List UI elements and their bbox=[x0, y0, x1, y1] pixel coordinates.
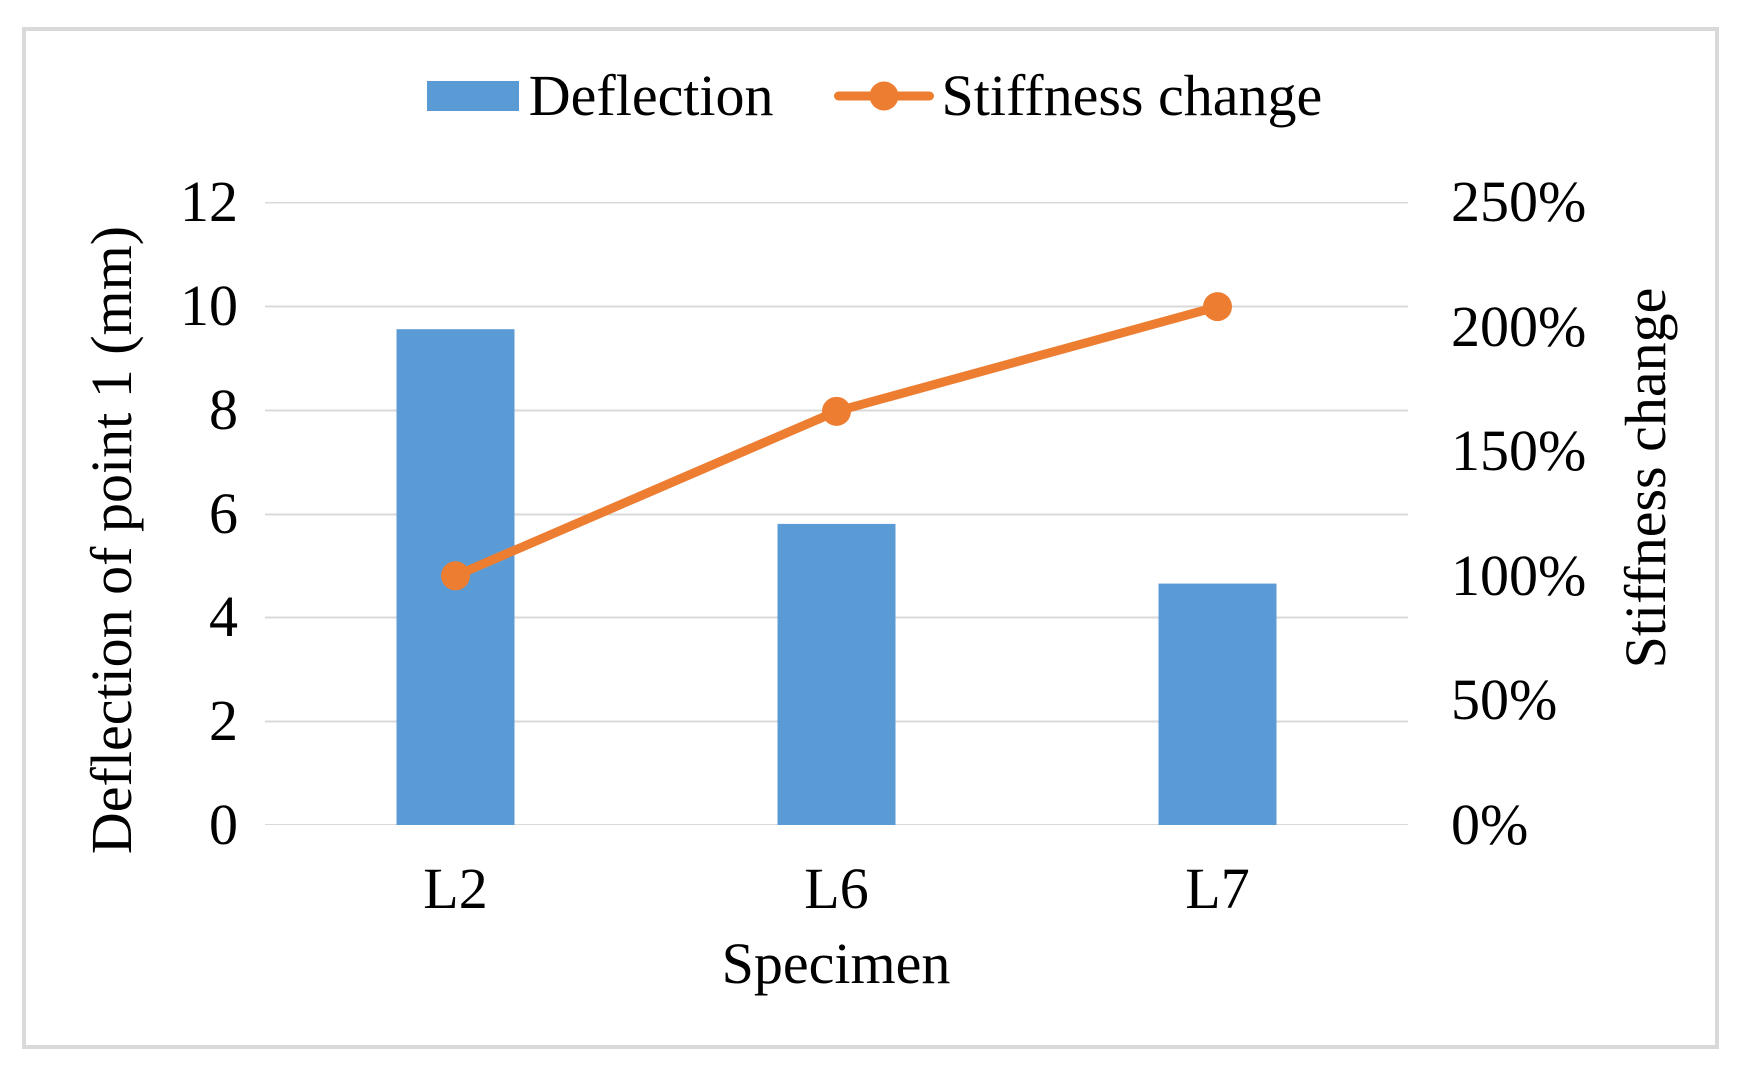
legend-label-deflection: Deflection bbox=[528, 63, 774, 128]
x-axis-label-l6: L6 bbox=[804, 856, 869, 921]
right-axis-tick-250-: 250% bbox=[1451, 169, 1587, 234]
plot-area bbox=[265, 202, 1408, 825]
right-axis-tick-100-: 100% bbox=[1451, 542, 1587, 608]
left-axis-tick-12: 12 bbox=[180, 169, 238, 234]
stiffness-marker-l7 bbox=[1203, 292, 1232, 322]
legend: Deflection Stiffness change bbox=[0, 64, 1749, 128]
left-axis-title: Deflection of point 1 (mm) bbox=[79, 225, 144, 855]
right-axis-tick-200-: 200% bbox=[1451, 293, 1587, 359]
x-axis-label-l2: L2 bbox=[423, 856, 488, 921]
right-axis-title: Stiffness change bbox=[1613, 287, 1678, 669]
left-axis-tick-4: 4 bbox=[209, 584, 238, 650]
right-axis-tick-0-: 0% bbox=[1451, 792, 1529, 857]
x-axis-title: Specimen bbox=[721, 931, 951, 996]
bar-l7 bbox=[1158, 583, 1277, 825]
x-axis-label-l7: L7 bbox=[1185, 856, 1250, 921]
legend-item-stiffness-change: Stiffness change bbox=[833, 63, 1323, 128]
legend-item-deflection: Deflection bbox=[426, 63, 774, 128]
legend-label-stiffness-change: Stiffness change bbox=[941, 63, 1323, 128]
stiffness-legend-dot bbox=[869, 81, 899, 111]
stiffness-line-marker-icon bbox=[833, 81, 934, 111]
left-axis-tick-6: 6 bbox=[209, 480, 238, 546]
left-axis-tick-2: 2 bbox=[209, 688, 238, 754]
right-axis-tick-50-: 50% bbox=[1451, 667, 1558, 733]
deflection-color-swatch-icon bbox=[426, 81, 519, 111]
bar-l6 bbox=[777, 523, 896, 825]
left-axis-tick-0: 0 bbox=[209, 792, 238, 857]
left-axis-tick-10: 10 bbox=[180, 272, 238, 338]
right-axis-tick-150-: 150% bbox=[1451, 418, 1587, 484]
stiffness-marker-l6 bbox=[822, 396, 851, 426]
stiffness-marker-l2 bbox=[441, 561, 470, 591]
left-axis-tick-8: 8 bbox=[209, 376, 238, 442]
